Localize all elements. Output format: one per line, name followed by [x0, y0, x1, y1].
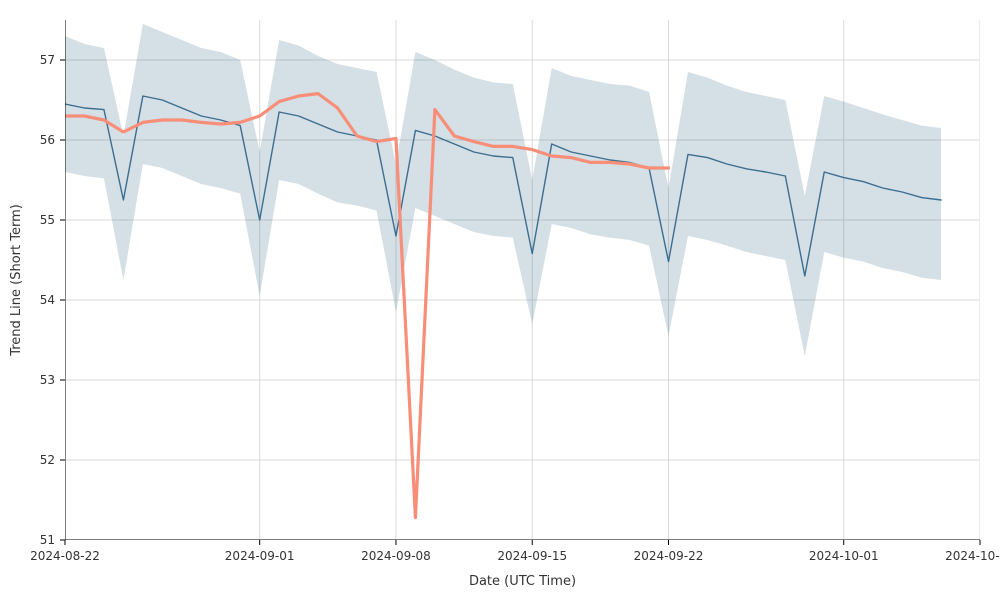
x-tick-label: 2024-09-22: [634, 549, 704, 563]
x-axis-label: Date (UTC Time): [469, 574, 576, 589]
y-tick-label: 52: [40, 453, 55, 467]
y-tick-label: 56: [40, 133, 55, 147]
x-tick-label: 2024-08-22: [30, 549, 100, 563]
y-axis-label: Trend Line (Short Term): [9, 204, 24, 357]
figure: 2024-08-22 2024-09-01 2024-09-08 2024-09-15…: [0, 0, 1000, 600]
y-tick-label: 55: [40, 213, 55, 227]
x-tick-label: 2024-10-08: [945, 549, 1000, 563]
x-tick-label: 2024-09-01: [225, 549, 295, 563]
y-tick-label: 57: [40, 53, 55, 67]
x-tick-label: 2024-09-15: [497, 549, 567, 563]
y-tick-label: 53: [40, 373, 55, 387]
x-tick-label: 2024-09-08: [361, 549, 431, 563]
y-tick-label: 54: [40, 293, 55, 307]
y-tick-label: 51: [40, 533, 55, 547]
axis-overlay-svg: 2024-08-22 2024-09-01 2024-09-08 2024-09-15…: [0, 0, 1000, 600]
x-tick-label: 2024-10-01: [809, 549, 879, 563]
